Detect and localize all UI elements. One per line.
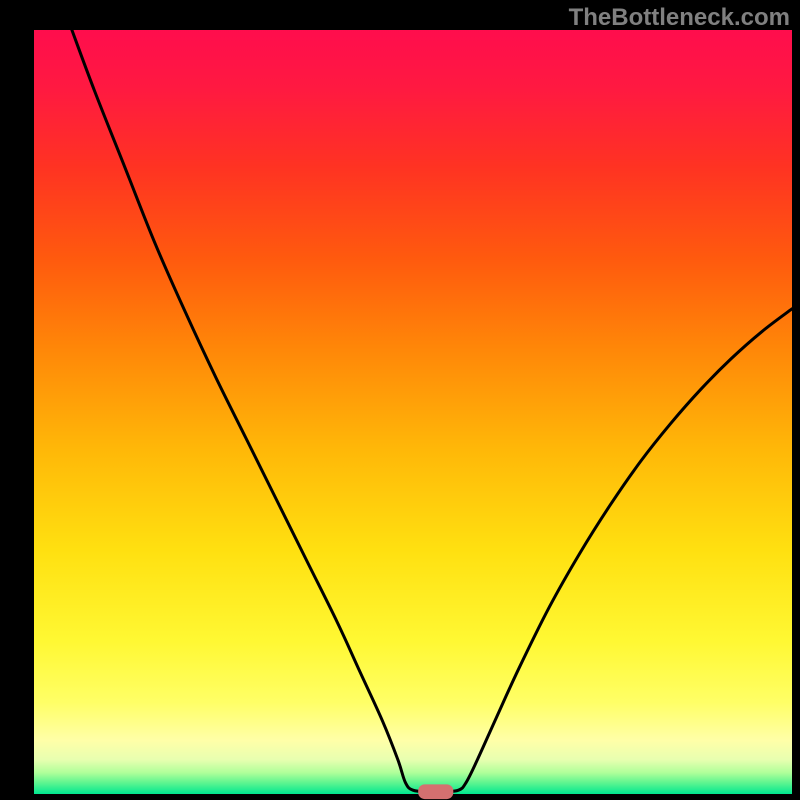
notch-marker	[419, 785, 453, 799]
bottleneck-chart	[0, 0, 800, 800]
watermark-text: TheBottleneck.com	[569, 4, 790, 32]
chart-container: TheBottleneck.com	[0, 0, 800, 800]
plot-background	[34, 30, 792, 794]
